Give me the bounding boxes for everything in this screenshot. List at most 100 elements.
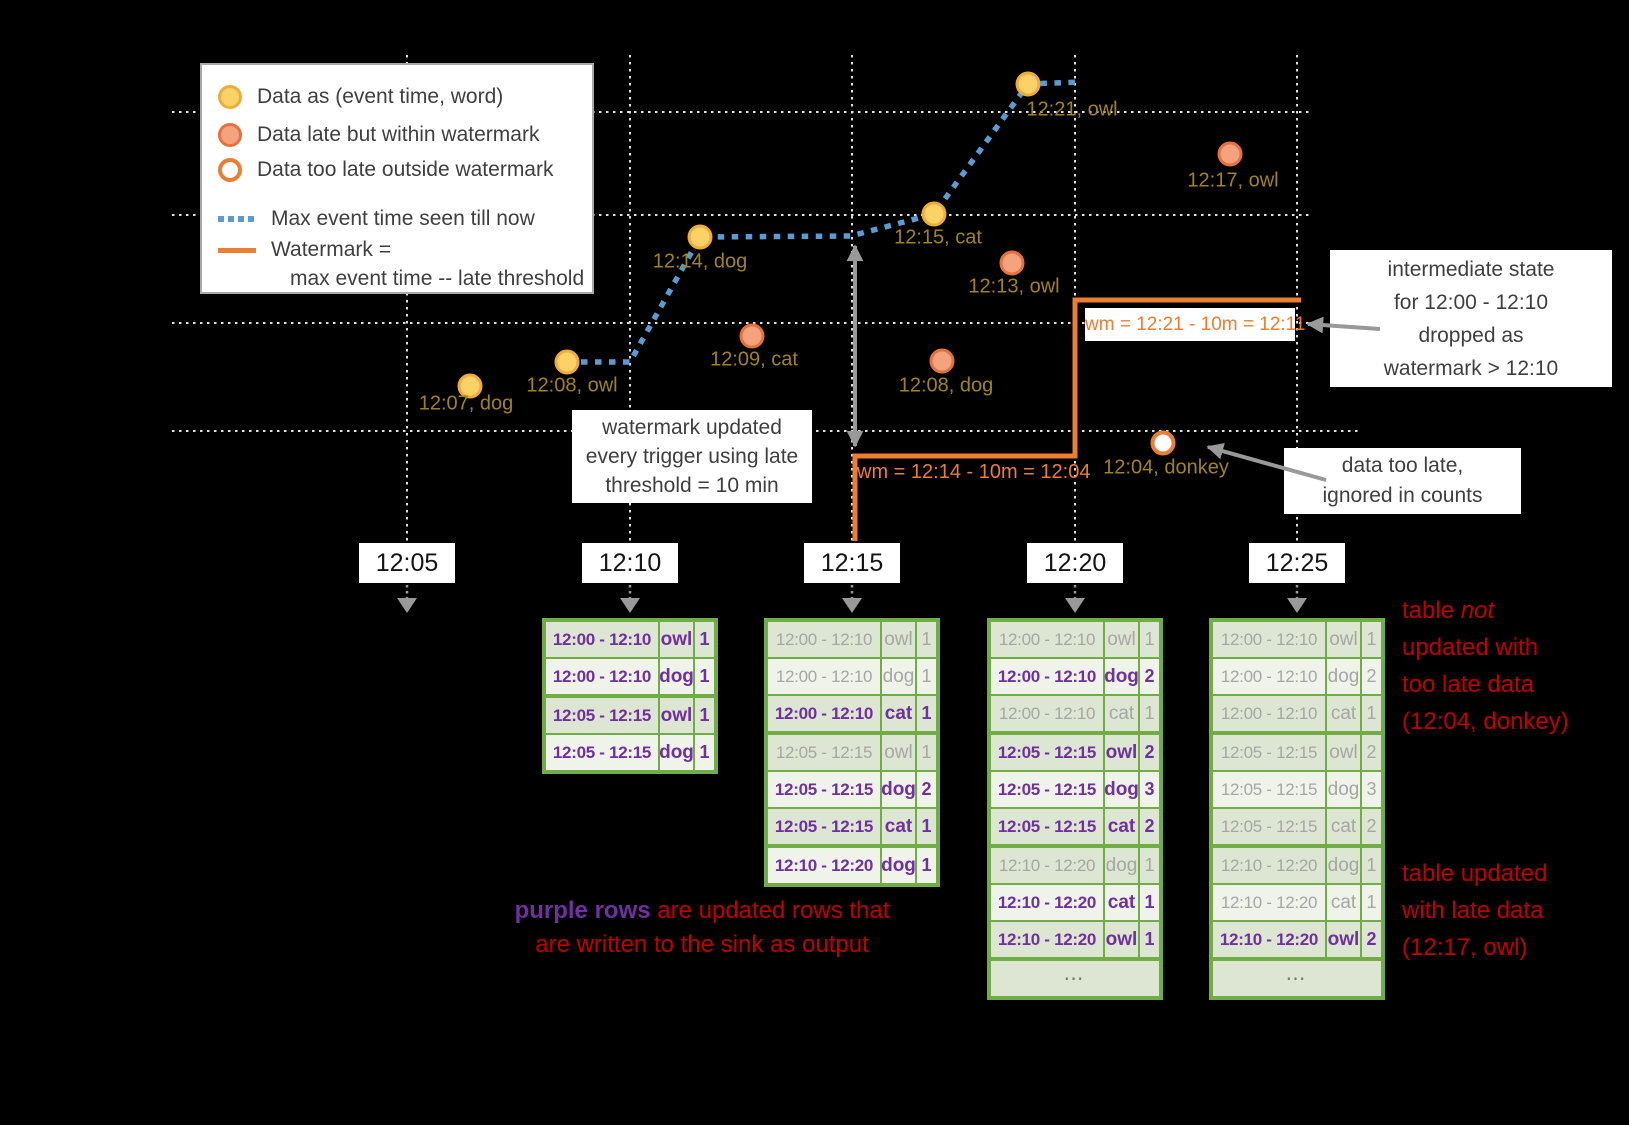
cell-count: 1 bbox=[1140, 848, 1159, 883]
watermark-value-label-1215: wm = 12:14 - 10m = 12:04 bbox=[857, 461, 1091, 483]
toolate-dot-icon bbox=[218, 158, 242, 182]
cell-word: owl bbox=[1105, 922, 1138, 957]
cell-count: 2 bbox=[1362, 735, 1381, 770]
tick-1225: 12:25 bbox=[1249, 543, 1345, 583]
legend-item-label: Data as (event time, word) bbox=[257, 85, 504, 108]
cell-word: dog bbox=[881, 848, 916, 883]
cell-window: 12:00 - 12:10 bbox=[768, 659, 880, 694]
data-point-label: 12:13, owl bbox=[968, 275, 1060, 298]
cell-word: owl bbox=[1327, 622, 1360, 657]
cell-window: 12:05 - 12:15 bbox=[1213, 735, 1325, 770]
cell-window: 12:10 - 12:20 bbox=[1213, 848, 1325, 883]
cell-word: cat bbox=[882, 809, 915, 844]
cell-window: 12:10 - 12:20 bbox=[991, 922, 1103, 957]
callout-line: for 12:00 - 12:10 bbox=[1393, 290, 1549, 314]
cell-count: 1 bbox=[695, 698, 714, 733]
cell-window: 12:05 - 12:15 bbox=[991, 772, 1103, 807]
cell-word: cat bbox=[1327, 696, 1360, 731]
table-row: 12:10 - 12:20 owl 2 bbox=[1213, 922, 1381, 957]
callout-line: dropped as bbox=[1418, 323, 1524, 347]
cell-word: dog bbox=[1104, 659, 1139, 694]
cell-count: 2 bbox=[1140, 809, 1159, 844]
cell-window: 12:00 - 12:10 bbox=[546, 622, 658, 657]
cell-window: 12:05 - 12:15 bbox=[768, 735, 880, 770]
cell-count: 1 bbox=[1362, 622, 1381, 657]
cell-count: 2 bbox=[1362, 659, 1381, 694]
cell-window: 12:05 - 12:15 bbox=[768, 809, 880, 844]
blue-dashed-line-icon bbox=[218, 216, 256, 222]
cell-count: 1 bbox=[917, 735, 936, 770]
cell-word: dog bbox=[1105, 848, 1138, 883]
cell-word: dog bbox=[659, 659, 694, 694]
trigger-down-arrows bbox=[405, 585, 1299, 598]
cell-word: cat bbox=[1105, 809, 1138, 844]
table-row: 12:10 - 12:20 dog 1 bbox=[768, 848, 936, 883]
legend-item-watermark-cont: max event time -- late threshold bbox=[290, 265, 584, 293]
cell-word: dog bbox=[1104, 772, 1139, 807]
legend: Data as (event time, word) Data late but… bbox=[200, 63, 594, 294]
ellipsis-row: ⋯ bbox=[1213, 961, 1381, 996]
callout-intermediate-state: intermediate state for 12:00 - 12:10 dro… bbox=[1330, 250, 1612, 387]
cell-word: owl bbox=[882, 735, 915, 770]
cell-word: dog bbox=[1327, 772, 1360, 807]
cell-count: 2 bbox=[1140, 659, 1159, 694]
cell-window: 12:05 - 12:15 bbox=[768, 772, 880, 807]
table-row: 12:05 - 12:15 cat 2 bbox=[991, 809, 1159, 844]
table-row: 12:10 - 12:20 dog 1 bbox=[991, 848, 1159, 883]
table-row: 12:05 - 12:15 dog 3 bbox=[991, 772, 1159, 807]
note-line: table updated bbox=[1402, 860, 1548, 887]
cell-word: dog bbox=[1327, 659, 1360, 694]
note-line: (12:04, donkey) bbox=[1402, 708, 1569, 735]
table-row: 12:10 - 12:20 owl 1 bbox=[991, 922, 1159, 957]
cell-word: owl bbox=[1105, 622, 1138, 657]
cell-word: cat bbox=[882, 696, 915, 731]
cell-word: owl bbox=[1327, 735, 1360, 770]
callout-line: threshold = 10 min bbox=[605, 474, 779, 497]
data-point-late-dot bbox=[1217, 141, 1243, 167]
data-point-label: 12:14, dog bbox=[652, 250, 748, 273]
legend-item-ontime: Data as (event time, word) bbox=[218, 83, 503, 111]
cell-window: 12:05 - 12:15 bbox=[1213, 772, 1325, 807]
table-row: 12:10 - 12:20 dog 1 bbox=[1213, 848, 1381, 883]
note-line: updated with bbox=[1402, 634, 1539, 661]
note-line: (12:17, owl) bbox=[1402, 934, 1528, 961]
tick-1205: 12:05 bbox=[359, 543, 455, 583]
table-row: 12:05 - 12:15 owl 2 bbox=[991, 735, 1159, 770]
table-row: 12:05 - 12:15 owl 1 bbox=[768, 735, 936, 770]
note-purple-line2: are written to the sink as output bbox=[535, 931, 869, 958]
data-point-ontime-dot bbox=[687, 224, 713, 250]
legend-item-watermark: Watermark = bbox=[218, 236, 391, 264]
cell-count: 2 bbox=[1140, 735, 1159, 770]
table-row: 12:10 - 12:20 cat 1 bbox=[1213, 885, 1381, 920]
data-point-ontime-dot bbox=[921, 201, 947, 227]
table-row: 12:00 - 12:10 cat 1 bbox=[1213, 696, 1381, 731]
down-arrow-icon bbox=[620, 598, 640, 613]
tick-1215: 12:15 bbox=[804, 543, 900, 583]
result-table-1210: 12:00 - 12:10 owl 1 12:00 - 12:10 dog 1 12:05 … bbox=[542, 618, 718, 774]
cell-window: 12:00 - 12:10 bbox=[1213, 622, 1325, 657]
note-purple-highlight: purple rows bbox=[514, 897, 651, 924]
cell-word: cat bbox=[1327, 885, 1360, 920]
cell-window: 12:05 - 12:15 bbox=[991, 809, 1103, 844]
data-point-toolate-dot bbox=[1150, 430, 1176, 456]
cell-word: dog bbox=[1327, 848, 1360, 883]
cell-window: 12:00 - 12:10 bbox=[991, 622, 1103, 657]
callout-line: every trigger using late bbox=[585, 445, 799, 468]
callout-watermark-updated: watermark updated every trigger using la… bbox=[572, 410, 812, 503]
cell-count: 1 bbox=[1362, 885, 1381, 920]
down-arrow-icon bbox=[842, 598, 862, 613]
data-point-late-dot bbox=[739, 323, 765, 349]
legend-item-label: Data too late outside watermark bbox=[257, 158, 554, 181]
legend-item-label: Max event time seen till now bbox=[271, 207, 535, 230]
cell-window: 12:05 - 12:15 bbox=[546, 698, 658, 733]
down-arrow-icon bbox=[1287, 598, 1307, 613]
cell-count: 1 bbox=[917, 848, 936, 883]
result-table-1225: 12:00 - 12:10 owl 1 12:00 - 12:10 dog 2 12:00 … bbox=[1209, 618, 1385, 1000]
cell-count: 1 bbox=[1140, 622, 1159, 657]
data-point-ontime-dot bbox=[554, 349, 580, 375]
note-table-updated-late: table updated with late data (12:17, owl… bbox=[1402, 855, 1547, 966]
cell-count: 1 bbox=[695, 659, 714, 694]
legend-item-max-event-time: Max event time seen till now bbox=[218, 205, 535, 233]
